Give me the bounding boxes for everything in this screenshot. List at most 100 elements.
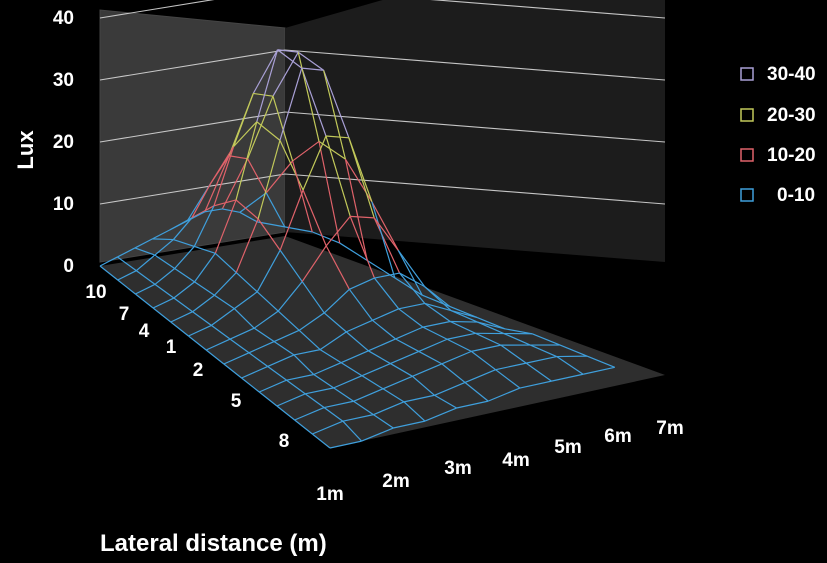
surface-line bbox=[279, 140, 304, 191]
surface-line bbox=[464, 369, 496, 384]
surface-line bbox=[532, 333, 560, 346]
surface-line bbox=[333, 375, 363, 389]
surface-line bbox=[312, 420, 344, 435]
legend-swatch bbox=[740, 148, 754, 162]
surface-line bbox=[450, 309, 478, 319]
surface-line bbox=[323, 312, 347, 333]
surface-line bbox=[213, 272, 237, 296]
surface-line bbox=[221, 158, 249, 210]
surface-line bbox=[154, 283, 175, 299]
surface-line bbox=[323, 288, 350, 314]
surface-line bbox=[154, 254, 176, 269]
surface-line bbox=[294, 419, 313, 435]
surface-line bbox=[394, 277, 423, 296]
surface-line bbox=[345, 331, 369, 352]
surface-line bbox=[267, 365, 287, 381]
surface-line bbox=[293, 349, 321, 356]
surface-line bbox=[350, 215, 375, 219]
surface-line bbox=[256, 291, 279, 312]
surface-line bbox=[456, 400, 489, 409]
surface-line bbox=[313, 374, 334, 389]
legend-label: 0-10 bbox=[777, 185, 815, 206]
lateral-axis-ticks: 1m 2m 3m 4m 5m 6m 7m bbox=[316, 418, 683, 505]
surface-line bbox=[135, 293, 154, 309]
surface-line bbox=[211, 324, 231, 340]
surface-line bbox=[325, 135, 351, 217]
surface-line bbox=[256, 49, 279, 122]
surface-line bbox=[135, 270, 156, 285]
surface-line bbox=[229, 327, 255, 340]
surface-line bbox=[398, 308, 424, 328]
surface-line bbox=[205, 349, 225, 365]
surface-line bbox=[477, 321, 505, 335]
surface-line bbox=[253, 327, 275, 343]
surface-line bbox=[152, 307, 172, 323]
surface-line bbox=[424, 407, 457, 422]
surface-line bbox=[193, 205, 215, 247]
surface-line bbox=[297, 52, 320, 142]
surface-line bbox=[211, 308, 235, 326]
surface-line bbox=[152, 238, 174, 241]
surface-line bbox=[372, 308, 399, 321]
surface-line bbox=[519, 380, 552, 389]
surface-line bbox=[152, 297, 175, 309]
surface-line bbox=[325, 245, 350, 290]
z-tick-label: 20 bbox=[53, 132, 74, 153]
surface-line bbox=[361, 363, 391, 377]
surface-line bbox=[373, 217, 399, 251]
surface-line bbox=[293, 354, 315, 375]
depth-tick-label: 10 bbox=[85, 282, 106, 303]
surface-line bbox=[286, 379, 306, 395]
surface-line bbox=[229, 338, 250, 354]
surface-line bbox=[551, 373, 584, 382]
surface-line bbox=[152, 229, 171, 240]
surface-line bbox=[252, 49, 279, 94]
surface-line bbox=[301, 67, 327, 137]
surface-line bbox=[258, 391, 278, 407]
surface-line bbox=[277, 49, 299, 53]
chart-walls bbox=[99, 0, 665, 448]
lateral-tick-label: 6m bbox=[604, 426, 631, 447]
surface-line bbox=[471, 350, 496, 371]
surface-line bbox=[213, 146, 235, 206]
surface-line bbox=[204, 155, 230, 213]
surface-line bbox=[371, 201, 396, 279]
surface-line bbox=[348, 288, 373, 321]
surface-line bbox=[418, 350, 443, 365]
surface-line bbox=[399, 272, 426, 304]
surface-line bbox=[253, 310, 279, 329]
surface-line bbox=[372, 319, 397, 340]
surface-line bbox=[373, 401, 405, 416]
surface-line bbox=[333, 387, 354, 402]
surface-line bbox=[194, 245, 216, 254]
surface-line bbox=[348, 137, 373, 202]
surface-line bbox=[235, 199, 259, 220]
surface-line bbox=[279, 249, 303, 282]
legend-label: 10-20 bbox=[767, 145, 816, 166]
surface-line bbox=[325, 135, 349, 139]
z-tick-label: 0 bbox=[63, 256, 74, 277]
surface-line bbox=[292, 140, 320, 162]
surface-line bbox=[398, 302, 425, 310]
surface-line bbox=[368, 350, 391, 365]
surface-line bbox=[174, 246, 195, 269]
surface-line bbox=[117, 279, 136, 295]
surface-line bbox=[239, 192, 267, 213]
surface-line bbox=[319, 331, 347, 351]
surface-line bbox=[361, 427, 394, 442]
legend-swatch bbox=[740, 67, 754, 81]
floor bbox=[100, 236, 665, 448]
surface-line bbox=[390, 363, 413, 377]
surface-line bbox=[526, 355, 557, 364]
surface-line bbox=[397, 249, 426, 287]
surface-line bbox=[318, 140, 346, 160]
surface-line bbox=[342, 420, 363, 442]
surface-line bbox=[173, 297, 193, 313]
surface-line bbox=[258, 379, 287, 393]
surface-line bbox=[298, 329, 321, 351]
surface-line bbox=[441, 350, 472, 365]
surface-line bbox=[205, 338, 231, 351]
surface-line bbox=[374, 272, 400, 279]
surface-line bbox=[247, 95, 274, 160]
surface-line bbox=[382, 388, 405, 403]
